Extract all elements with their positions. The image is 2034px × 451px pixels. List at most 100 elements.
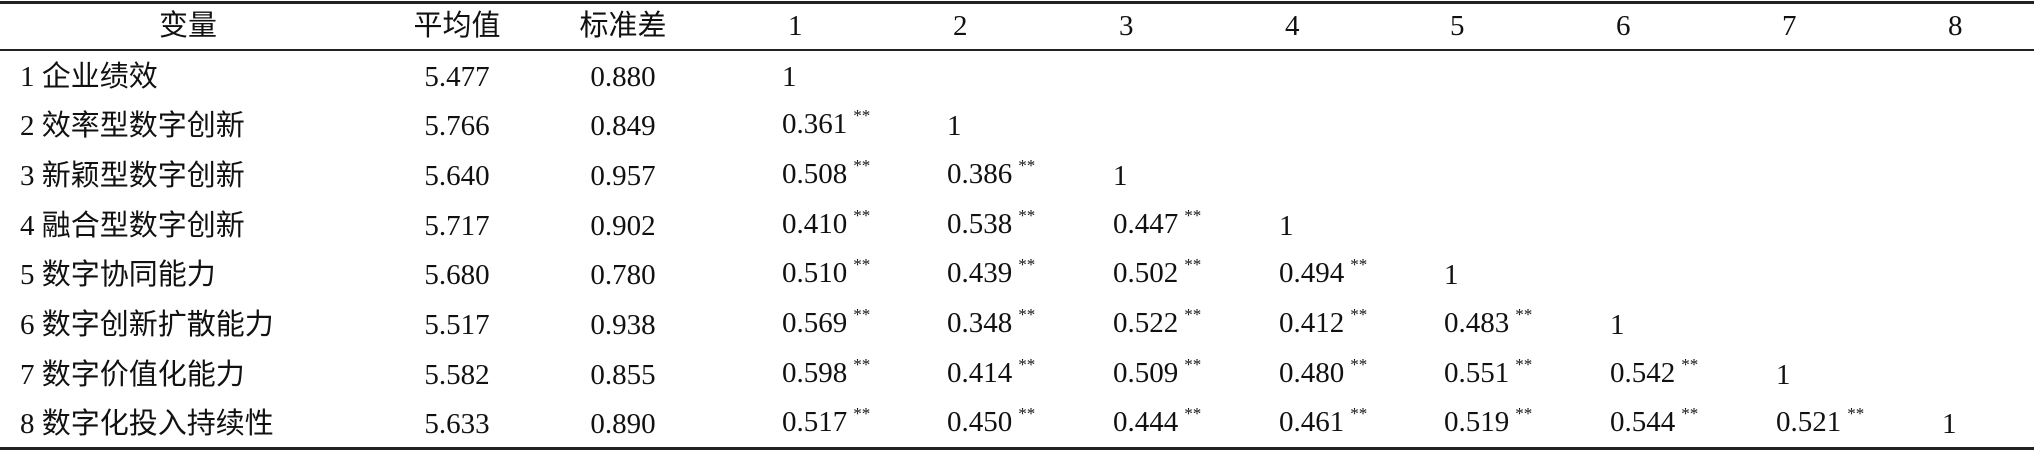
correlation-value: 0.522: [1113, 307, 1179, 339]
mean-value: 5.477: [424, 61, 490, 93]
correlation-value: 0.509: [1113, 357, 1179, 389]
significance-mark: **: [853, 305, 871, 324]
variable-name: 6 数字创新扩散能力: [20, 309, 274, 341]
column-header: 变量: [158, 10, 218, 42]
significance-mark: **: [1515, 404, 1533, 423]
mean-value: 5.717: [424, 210, 490, 242]
column-header: 3: [1119, 10, 1134, 42]
correlation-value: 0.439: [947, 257, 1013, 289]
significance-mark: **: [853, 404, 871, 423]
significance-mark: **: [1350, 305, 1368, 324]
correlation-cell: 0.412 **: [1279, 305, 1367, 345]
sd-value: 0.880: [590, 61, 656, 93]
significance-mark: **: [853, 106, 871, 125]
correlation-value: 0.521: [1776, 406, 1842, 438]
correlation-value: 1: [1610, 309, 1625, 341]
correlation-value: 0.569: [782, 307, 848, 339]
correlation-value: 1: [782, 61, 797, 93]
correlation-cell: 0.521 **: [1776, 404, 1864, 444]
correlation-cell: 0.509 **: [1113, 355, 1201, 395]
significance-mark: **: [1018, 404, 1036, 423]
bottom-rule: [0, 447, 2034, 450]
correlation-cell: 0.439 **: [947, 255, 1035, 295]
correlation-value: 1: [1279, 210, 1294, 242]
correlation-cell: 0.502 **: [1113, 255, 1201, 295]
header-rule: [0, 49, 2034, 51]
significance-mark: **: [1515, 305, 1533, 324]
correlation-cell: 0.519 **: [1444, 404, 1532, 444]
correlation-cell: 0.444 **: [1113, 404, 1201, 444]
correlation-cell: 0.538 **: [947, 206, 1035, 246]
mean-value: 5.640: [424, 160, 490, 192]
correlation-cell: 0.410 **: [782, 206, 870, 246]
significance-mark: **: [1018, 206, 1036, 225]
significance-mark: **: [1018, 305, 1036, 324]
variable-name: 7 数字价值化能力: [20, 359, 245, 391]
significance-mark: **: [853, 255, 871, 274]
significance-mark: **: [853, 156, 871, 175]
sd-value: 0.855: [590, 359, 656, 391]
correlation-cell: 0.508 **: [782, 156, 870, 196]
column-header: 1: [788, 10, 803, 42]
sd-value: 0.938: [590, 309, 656, 341]
significance-mark: **: [1847, 404, 1865, 423]
variable-name: 2 效率型数字创新: [20, 110, 245, 142]
correlation-value: 0.538: [947, 208, 1013, 240]
sd-value: 0.902: [590, 210, 656, 242]
column-header: 8: [1948, 10, 1963, 42]
correlation-value: 0.386: [947, 158, 1013, 190]
significance-mark: **: [1515, 355, 1533, 374]
variable-name: 5 数字协同能力: [20, 259, 216, 291]
correlation-cell: 0.598 **: [782, 355, 870, 395]
correlation-value: 0.510: [782, 257, 848, 289]
correlation-value: 0.502: [1113, 257, 1179, 289]
correlation-value: 1: [1942, 408, 1957, 440]
correlation-cell: 1: [1444, 257, 1459, 293]
correlation-cell: 0.361 **: [782, 106, 870, 146]
correlation-value: 0.444: [1113, 406, 1179, 438]
correlation-cell: 0.480 **: [1279, 355, 1367, 395]
correlation-cell: 0.461 **: [1279, 404, 1367, 444]
mean-value: 5.582: [424, 359, 490, 391]
correlation-cell: 1: [1610, 307, 1625, 343]
correlation-value: 0.348: [947, 307, 1013, 339]
correlation-cell: 0.569 **: [782, 305, 870, 345]
correlation-cell: 1: [782, 59, 797, 95]
correlation-value: 0.598: [782, 357, 848, 389]
correlation-cell: 0.494 **: [1279, 255, 1367, 295]
correlation-value: 0.450: [947, 406, 1013, 438]
sd-value: 0.849: [590, 110, 656, 142]
correlation-value: 1: [1113, 160, 1128, 192]
significance-mark: **: [1184, 355, 1202, 374]
correlation-cell: 0.510 **: [782, 255, 870, 295]
mean-value: 5.633: [424, 408, 490, 440]
correlation-value: 0.412: [1279, 307, 1345, 339]
correlation-value: 1: [947, 110, 962, 142]
correlation-cell: 0.522 **: [1113, 305, 1201, 345]
significance-mark: **: [1184, 255, 1202, 274]
column-header: 6: [1616, 10, 1631, 42]
significance-mark: **: [1681, 355, 1699, 374]
correlation-cell: 1: [1279, 208, 1294, 244]
mean-value: 5.766: [424, 110, 490, 142]
correlation-value: 0.447: [1113, 208, 1179, 240]
correlation-cell: 1: [947, 108, 962, 144]
sd-value: 0.890: [590, 408, 656, 440]
correlation-value: 0.551: [1444, 357, 1510, 389]
correlation-cell: 0.386 **: [947, 156, 1035, 196]
correlation-cell: 0.544 **: [1610, 404, 1698, 444]
correlation-cell: 1: [1113, 158, 1128, 194]
correlation-cell: 0.542 **: [1610, 355, 1698, 395]
correlation-value: 0.517: [782, 406, 848, 438]
correlation-value: 0.480: [1279, 357, 1345, 389]
correlation-value: 0.494: [1279, 257, 1345, 289]
correlation-value: 0.361: [782, 108, 848, 140]
significance-mark: **: [1350, 255, 1368, 274]
significance-mark: **: [1018, 255, 1036, 274]
correlation-value: 0.508: [782, 158, 848, 190]
correlation-value: 0.410: [782, 208, 848, 240]
correlation-value: 1: [1444, 259, 1459, 291]
correlation-value: 0.544: [1610, 406, 1676, 438]
correlation-cell: 0.414 **: [947, 355, 1035, 395]
